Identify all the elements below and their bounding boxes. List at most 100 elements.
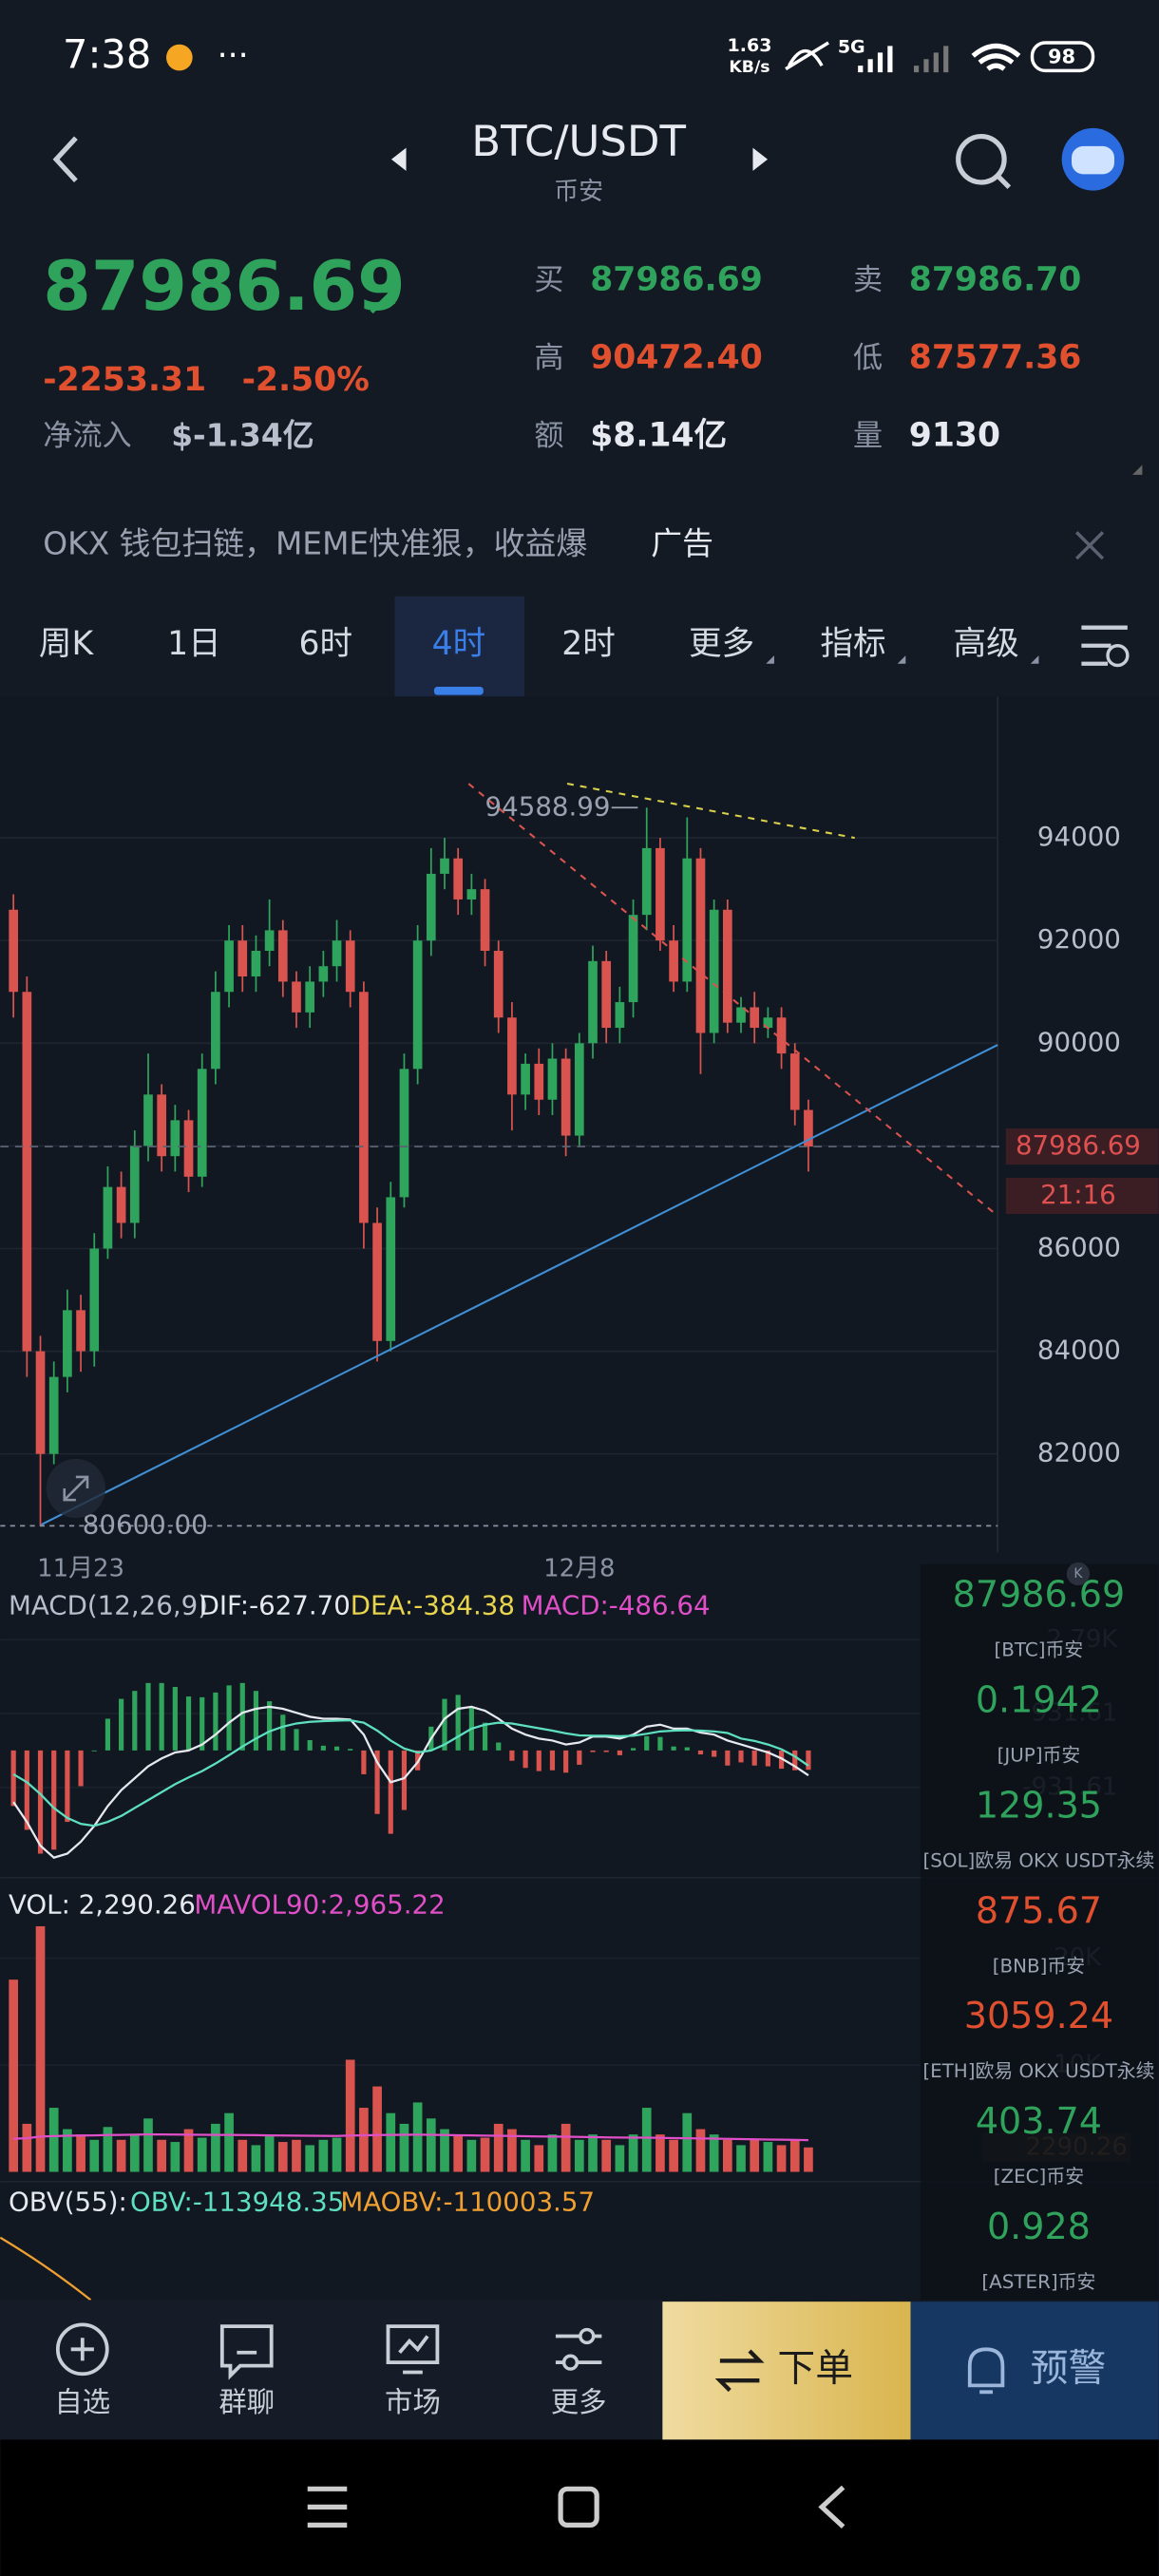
candle-body: [709, 909, 719, 1033]
volume-bar: [372, 2086, 382, 2172]
battery-level: 98: [1048, 46, 1075, 68]
signal-2: [913, 46, 949, 73]
alert-icon: [967, 2347, 1005, 2395]
tab[interactable]: 6时: [298, 625, 352, 663]
volume-bar: [35, 1925, 46, 2172]
volume-bar: [63, 2129, 72, 2172]
search[interactable]: [956, 133, 1007, 185]
candle-body: [601, 960, 612, 1029]
countdown-box: [1005, 1177, 1159, 1215]
macd-bar: [455, 1695, 461, 1751]
nav-label[interactable]: 自选: [54, 2386, 110, 2418]
watch-name: [JUP]币安: [998, 1745, 1081, 1767]
ad-text: OKX 钱包扫链，MEME快准狠，收益爆: [43, 525, 587, 562]
macd-bar: [361, 1750, 367, 1774]
macd-legend: DEA:-384.38: [351, 1590, 515, 1621]
battery: [1030, 41, 1095, 73]
tab[interactable]: 4时: [432, 625, 486, 663]
nav-label[interactable]: 群聊: [218, 2386, 275, 2418]
candle-body: [722, 909, 732, 1023]
alert-button[interactable]: [910, 2301, 1159, 2440]
candle-body: [372, 1222, 382, 1341]
macd-line: [12, 1705, 809, 1859]
candle-body: [143, 1094, 153, 1146]
tab[interactable]: 周K: [39, 625, 95, 663]
candle-body: [521, 1063, 530, 1095]
volume-bar: [628, 2134, 638, 2172]
tab[interactable]: 高级: [953, 625, 1018, 663]
macd-bar: [738, 1750, 744, 1763]
order-button[interactable]: [662, 2301, 911, 2440]
candle-body: [103, 1186, 113, 1249]
back-key[interactable]: [818, 2485, 846, 2529]
watchlist-toggle[interactable]: [1066, 1562, 1091, 1586]
macd-bar: [132, 1691, 138, 1751]
volume-bar: [776, 2145, 787, 2172]
nav-label[interactable]: 更多: [551, 2386, 607, 2418]
watch-price: 875.67: [976, 1889, 1102, 1931]
stat-value: 9130: [909, 417, 1000, 455]
macd-bar: [522, 1750, 528, 1769]
candle-body: [89, 1248, 100, 1352]
nav-items: 自选 群聊 市场 更多: [54, 2322, 607, 2418]
macd-bar: [172, 1687, 178, 1751]
tab[interactable]: 1日: [167, 625, 221, 663]
volume-bar: [143, 2118, 153, 2172]
candle-body: [9, 909, 18, 993]
candle-body: [695, 858, 706, 1033]
macd-legend: DIF:-627.70: [200, 1590, 351, 1621]
watch-price: 0.928: [987, 2206, 1091, 2247]
macd-bar: [348, 1749, 353, 1751]
stat-value: 90472.40: [590, 338, 763, 376]
settings-icon: [1081, 625, 1128, 666]
volume-bar: [493, 2123, 504, 2172]
candle-body: [305, 981, 315, 1013]
net-inflow: $-1.34亿: [171, 417, 314, 454]
net-inflow-label: 净流入: [43, 419, 131, 453]
volume-bar: [615, 2145, 625, 2172]
ad-close[interactable]: [1074, 531, 1105, 560]
pair-title: BTC/USDT: [471, 116, 686, 166]
volume-bar: [601, 2139, 612, 2172]
watch-name: [ZEC]币安: [994, 2166, 1084, 2188]
volume-bar: [224, 2112, 234, 2172]
candle-body: [547, 1058, 558, 1100]
tab[interactable]: 更多: [689, 625, 754, 663]
back-button[interactable]: [52, 136, 78, 183]
nav-label[interactable]: 市场: [385, 2386, 441, 2418]
volume-bar: [412, 2102, 423, 2172]
y-tick-label: 84000: [1037, 1335, 1121, 1366]
nav-icon: [219, 2324, 274, 2380]
watchlist: 87986.69 [BTC]币安 0.1942 [JUP]币安 129.35 [SOL]欧…: [922, 1574, 1154, 2293]
tab-bar: 周K 1日 6时 4时 2时 更多 指标 高级: [39, 596, 1130, 697]
charts: 8200084000860008800090000920009400011月23…: [0, 790, 1159, 2301]
home-key[interactable]: [558, 2486, 599, 2528]
tab[interactable]: 2时: [561, 625, 616, 663]
stat-label: 卖: [853, 263, 883, 297]
volume-bar: [560, 2123, 571, 2172]
last-price: 87986.69: [43, 247, 405, 327]
network: 5G: [838, 37, 865, 58]
macd-bar: [374, 1750, 380, 1814]
candle-body: [453, 858, 464, 900]
stat-value: 87577.36: [909, 338, 1082, 376]
next-pair[interactable]: [752, 147, 769, 171]
menu-key[interactable]: [307, 2486, 348, 2528]
volume-bar: [332, 2137, 342, 2172]
candle-body: [480, 889, 490, 952]
prev-pair[interactable]: [390, 147, 407, 171]
candle-body: [277, 930, 288, 982]
tab[interactable]: 指标: [820, 625, 885, 663]
volume-bar: [656, 2134, 665, 2172]
high-annotation: 94588.99: [485, 790, 611, 822]
nav-icon-part: [386, 2324, 440, 2375]
trend-line-top: [566, 782, 855, 840]
macd-bar: [644, 1735, 650, 1751]
volume-bar: [736, 2145, 746, 2172]
expand-icon: [63, 1475, 89, 1502]
low-annotation: 80600.00: [83, 1508, 208, 1540]
macd-bar: [603, 1750, 609, 1752]
macd-bar: [37, 1750, 44, 1854]
volume-bar: [750, 2139, 760, 2172]
